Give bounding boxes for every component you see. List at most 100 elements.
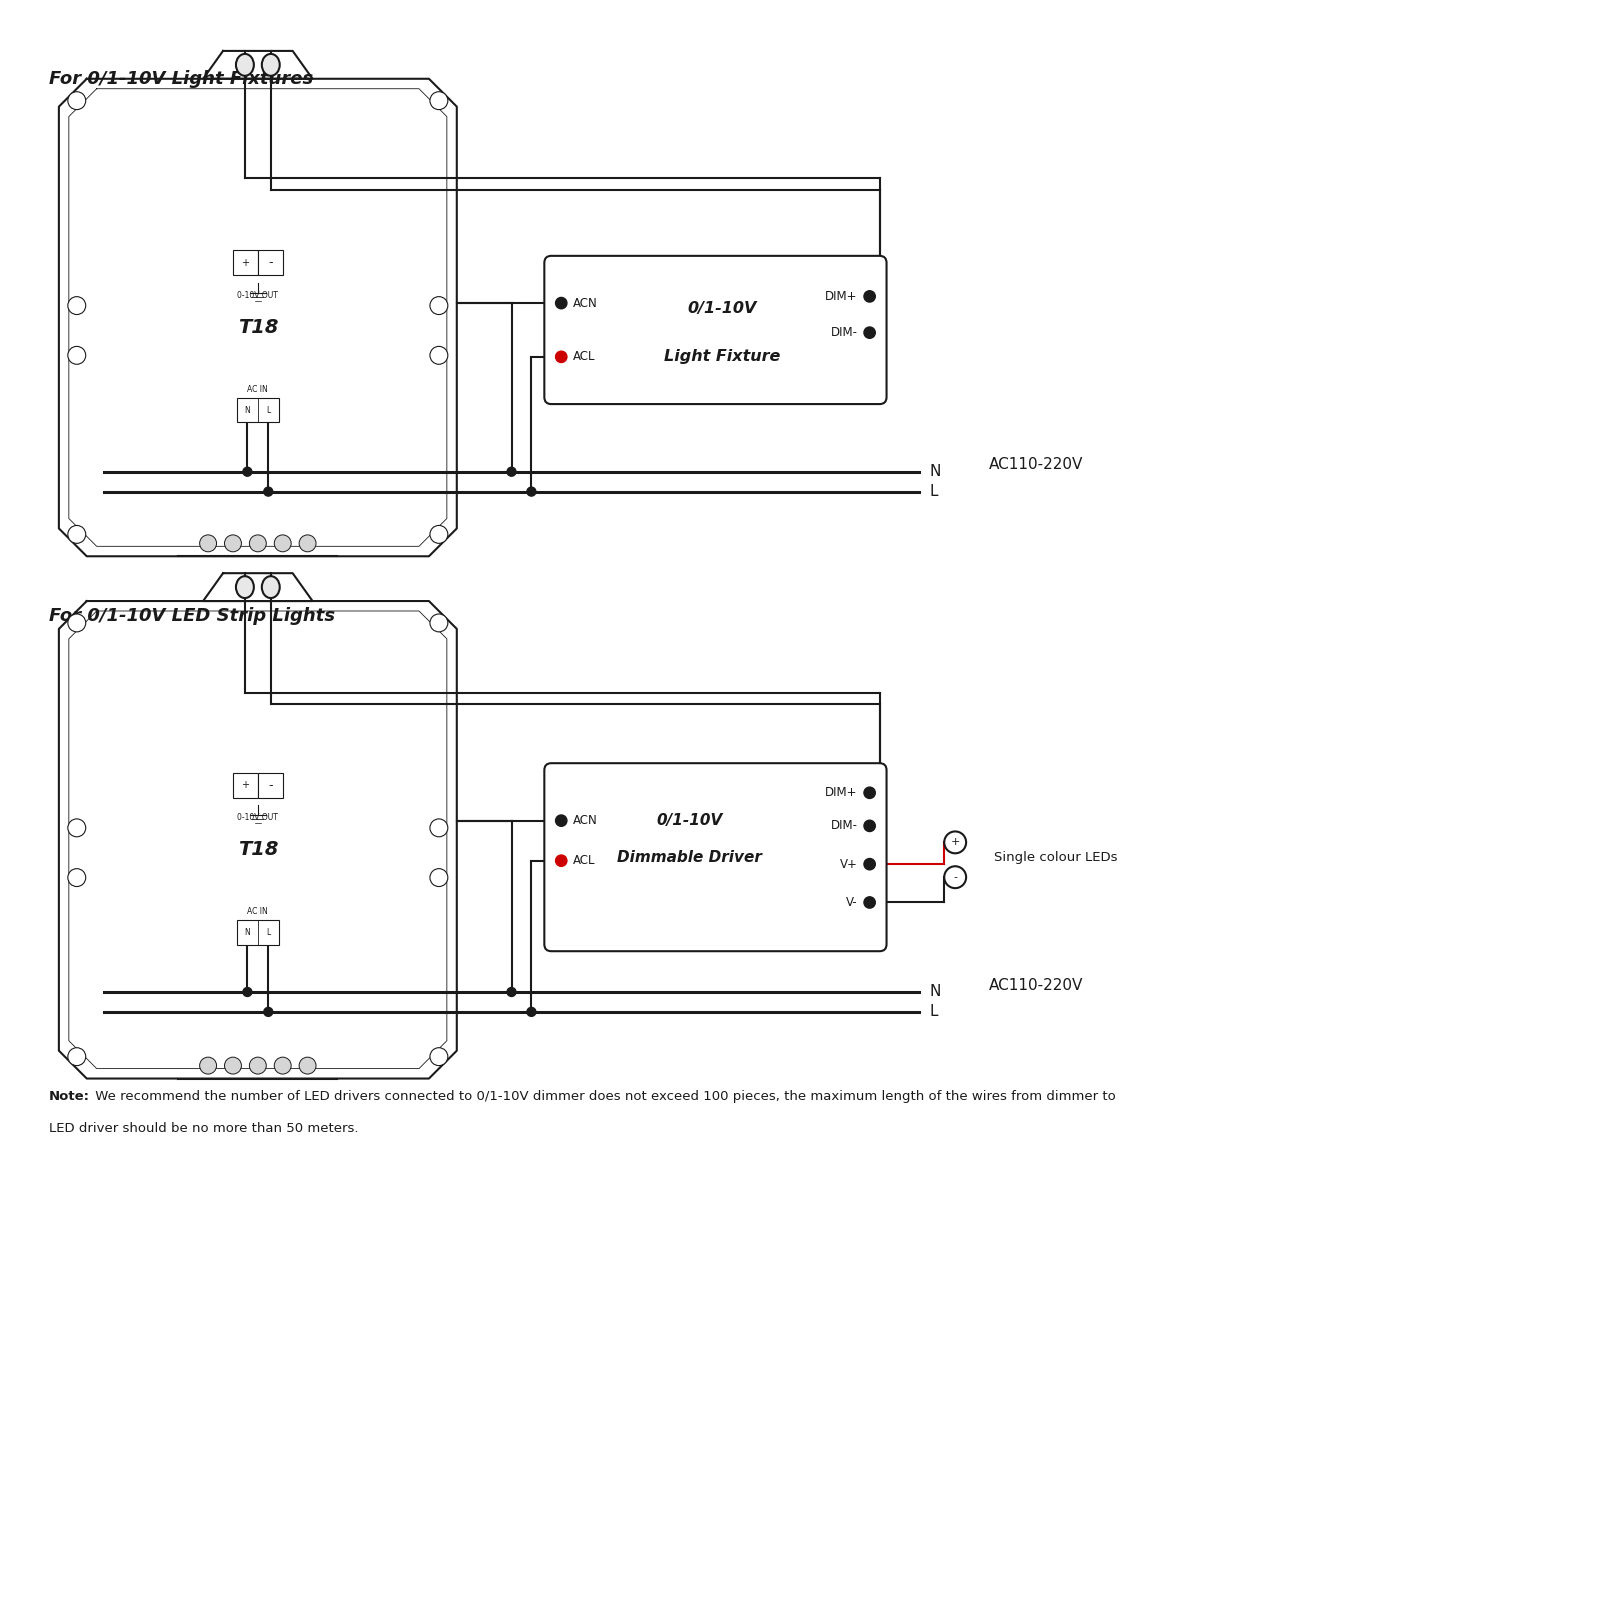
Circle shape: [224, 534, 242, 552]
Ellipse shape: [262, 576, 280, 598]
Circle shape: [67, 869, 86, 886]
Text: V-: V-: [846, 896, 858, 909]
Text: 0/1-10V: 0/1-10V: [688, 301, 757, 315]
Circle shape: [250, 1058, 266, 1074]
Text: LED driver should be no more than 50 meters.: LED driver should be no more than 50 met…: [50, 1122, 358, 1136]
Circle shape: [864, 821, 875, 832]
Circle shape: [526, 486, 536, 496]
Circle shape: [555, 298, 566, 309]
Text: L: L: [930, 485, 938, 499]
Text: AC110-220V: AC110-220V: [989, 978, 1083, 992]
FancyBboxPatch shape: [544, 256, 886, 405]
Circle shape: [864, 291, 875, 302]
Circle shape: [864, 859, 875, 870]
Text: +: +: [950, 837, 960, 848]
Circle shape: [430, 525, 448, 544]
Ellipse shape: [235, 54, 254, 75]
Circle shape: [864, 787, 875, 798]
Bar: [237, 920, 278, 944]
Circle shape: [243, 987, 251, 997]
Text: For 0/1-10V LED Strip Lights: For 0/1-10V LED Strip Lights: [50, 606, 334, 626]
Text: -: -: [269, 779, 272, 792]
Circle shape: [430, 869, 448, 886]
Circle shape: [243, 467, 251, 477]
Circle shape: [430, 296, 448, 315]
Circle shape: [555, 814, 566, 826]
Text: 0-10V OUT: 0-10V OUT: [237, 291, 278, 301]
Circle shape: [430, 346, 448, 365]
Ellipse shape: [235, 576, 254, 598]
Bar: [258, 250, 283, 275]
Circle shape: [67, 1048, 86, 1066]
Bar: [258, 773, 283, 797]
Circle shape: [555, 854, 566, 866]
Text: ACN: ACN: [573, 814, 598, 827]
Polygon shape: [59, 78, 456, 557]
Text: V+: V+: [840, 858, 858, 870]
Text: N: N: [245, 928, 250, 938]
Text: AC IN: AC IN: [248, 907, 269, 915]
Bar: [237, 398, 278, 422]
Text: N: N: [930, 464, 941, 480]
Circle shape: [507, 467, 515, 477]
Circle shape: [67, 819, 86, 837]
Text: DIM+: DIM+: [826, 290, 858, 302]
Text: DIM-: DIM-: [830, 819, 858, 832]
Text: For 0/1-10V Light Fixtures: For 0/1-10V Light Fixtures: [50, 70, 314, 88]
Text: Single colour LEDs: Single colour LEDs: [994, 851, 1117, 864]
Circle shape: [274, 534, 291, 552]
Circle shape: [430, 819, 448, 837]
FancyBboxPatch shape: [544, 763, 886, 952]
Text: T18: T18: [237, 318, 278, 338]
Text: L: L: [266, 405, 270, 414]
Text: +: +: [242, 258, 250, 267]
Circle shape: [264, 486, 272, 496]
Text: Dimmable Driver: Dimmable Driver: [616, 850, 762, 864]
Text: AC110-220V: AC110-220V: [989, 458, 1083, 472]
Circle shape: [67, 296, 86, 315]
Text: L: L: [266, 928, 270, 938]
Circle shape: [430, 91, 448, 110]
Circle shape: [430, 1048, 448, 1066]
Text: T18: T18: [237, 840, 278, 859]
Circle shape: [274, 1058, 291, 1074]
Text: Note:: Note:: [50, 1091, 90, 1104]
Text: Light Fixture: Light Fixture: [664, 349, 781, 365]
Circle shape: [67, 525, 86, 544]
Circle shape: [430, 614, 448, 632]
Circle shape: [200, 1058, 216, 1074]
Circle shape: [264, 1008, 272, 1016]
Text: We recommend the number of LED drivers connected to 0/1-10V dimmer does not exce: We recommend the number of LED drivers c…: [91, 1091, 1115, 1104]
Polygon shape: [203, 51, 312, 78]
Text: +: +: [242, 781, 250, 790]
Text: N: N: [245, 405, 250, 414]
Polygon shape: [59, 602, 456, 1078]
Circle shape: [944, 832, 966, 853]
Text: ACL: ACL: [573, 854, 595, 867]
Circle shape: [67, 614, 86, 632]
Text: 0-10V OUT: 0-10V OUT: [237, 813, 278, 822]
Circle shape: [67, 346, 86, 365]
Circle shape: [526, 1008, 536, 1016]
Ellipse shape: [262, 54, 280, 75]
Text: 0/1-10V: 0/1-10V: [656, 813, 722, 829]
Circle shape: [864, 326, 875, 338]
Circle shape: [299, 534, 317, 552]
Text: -: -: [269, 256, 272, 269]
Polygon shape: [203, 573, 312, 602]
Circle shape: [299, 1058, 317, 1074]
Text: N: N: [930, 984, 941, 1000]
Circle shape: [200, 534, 216, 552]
Bar: [234, 773, 258, 797]
Circle shape: [507, 987, 515, 997]
Circle shape: [224, 1058, 242, 1074]
Circle shape: [555, 350, 566, 363]
Circle shape: [67, 91, 86, 110]
Text: ACL: ACL: [573, 350, 595, 363]
Text: ACN: ACN: [573, 296, 598, 310]
Circle shape: [944, 866, 966, 888]
Text: DIM+: DIM+: [826, 786, 858, 800]
Text: -: -: [954, 872, 957, 882]
Text: AC IN: AC IN: [248, 384, 269, 394]
Circle shape: [864, 896, 875, 909]
